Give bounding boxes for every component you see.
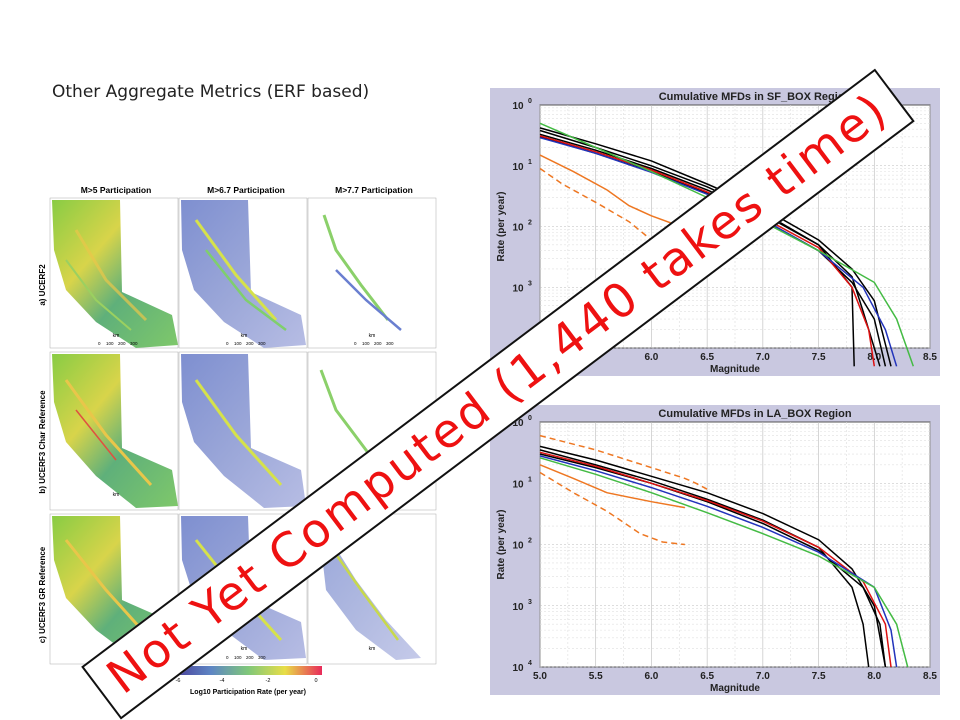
scalebar-km-label: km (113, 333, 120, 339)
svg-text:0: 0 (226, 341, 229, 346)
y-tick-exponent: 0 (528, 98, 532, 105)
scalebar-km-label: km (369, 646, 376, 652)
y-tick-exponent: 4 (528, 660, 532, 667)
svg-text:0: 0 (354, 341, 357, 346)
mfd-series-line (539, 445, 887, 668)
svg-text:200: 200 (246, 341, 254, 346)
chart-title: Cumulative MFDs in LA_BOX Region (658, 408, 851, 420)
svg-text:300: 300 (386, 341, 394, 346)
colorbar-tick: -4 (220, 678, 225, 684)
mfd-series-line (539, 455, 898, 668)
mfd-series-line (539, 449, 870, 668)
x-tick-label: 8.0 (867, 352, 881, 363)
x-tick-label: 6.5 (700, 671, 714, 682)
svg-text:200: 200 (246, 655, 254, 660)
svg-text:0: 0 (98, 341, 101, 346)
y-tick-label: 10 (512, 602, 524, 613)
y-tick-label: 10 (512, 162, 524, 173)
y-tick-label: 10 (512, 541, 524, 552)
x-tick-label: 7.5 (812, 352, 826, 363)
y-tick-label: 10 (512, 418, 524, 429)
map-row-label-ucerf2: a) UCERF2 (38, 264, 47, 306)
mfd-series-line (539, 434, 708, 490)
colorbar-tick: -2 (266, 678, 271, 684)
x-tick-label: 6.5 (700, 352, 714, 363)
map-char-m67 (178, 351, 308, 511)
mfd-series-line (539, 471, 685, 546)
y-tick-label: 10 (512, 101, 524, 112)
mfd-chart-la-box: Cumulative MFDs in LA_BOX Region 5.0 5.5 6.… (490, 405, 940, 695)
svg-text:300: 300 (258, 341, 266, 346)
x-tick-label: 7.0 (756, 352, 770, 363)
map-column-title-m5: M>5 Participation (81, 185, 152, 195)
map-column-title-m67: M>6.7 Participation (207, 185, 285, 195)
colorbar-label: Log10 Participation Rate (per year) (190, 689, 306, 696)
map-row-label-char: b) UCERF3 Char Reference (38, 390, 47, 494)
svg-text:300: 300 (258, 655, 266, 660)
slide-heading: Other Aggregate Metrics (ERF based) (52, 82, 370, 102)
x-tick-label: 5.5 (589, 671, 603, 682)
map-row-label-gr: c) UCERF3 GR Reference (38, 546, 47, 643)
colorbar-tick: -6 (176, 678, 181, 684)
map-column-title-m77: M>7.7 Participation (335, 185, 413, 195)
map-ucerf2-m67 (178, 197, 308, 349)
mfd-series-line (539, 167, 686, 259)
y-axis-label: Rate (per year) (496, 191, 507, 261)
mfd-series-line (539, 451, 892, 668)
x-tick-label: 5.0 (533, 671, 547, 682)
y-tick-label: 10 (512, 223, 524, 234)
x-tick-label: 8.0 (867, 671, 881, 682)
mfd-series-line (539, 464, 686, 509)
y-tick-exponent: 2 (528, 220, 532, 227)
mfd-series-line (539, 453, 887, 668)
svg-text:0: 0 (226, 655, 229, 660)
svg-text:100: 100 (234, 341, 242, 346)
scalebar-ticks: 0 100 200 300 0 100 200 300 0 100 200 30… (98, 341, 394, 660)
x-axis-label: Magnitude (710, 683, 760, 694)
x-tick-label: 8.5 (923, 671, 937, 682)
svg-text:100: 100 (362, 341, 370, 346)
x-tick-label: 7.0 (756, 671, 770, 682)
svg-text:200: 200 (374, 341, 382, 346)
x-tick-label: 6.0 (644, 352, 658, 363)
y-tick-exponent: 3 (528, 280, 532, 287)
map-ucerf2-m5 (49, 197, 179, 349)
y-tick-exponent: 1 (528, 476, 532, 483)
mfd-series-line (539, 457, 909, 668)
x-tick-label: 7.5 (812, 671, 826, 682)
x-tick-label: 6.0 (644, 671, 658, 682)
y-tick-label: 10 (512, 479, 524, 490)
svg-text:100: 100 (234, 655, 242, 660)
y-tick-exponent: 2 (528, 538, 532, 545)
scalebar-km-label: km (113, 492, 120, 498)
y-axis-label: Rate (per year) (496, 509, 507, 579)
svg-text:100: 100 (106, 341, 114, 346)
y-tick-exponent: 0 (528, 415, 532, 422)
map-char-m5 (49, 351, 179, 511)
svg-text:200: 200 (118, 341, 126, 346)
chart-title: Cumulative MFDs in SF_BOX Region (659, 91, 852, 103)
scalebar-km-label: km (241, 333, 248, 339)
map-ucerf2-m77 (307, 197, 437, 349)
colorbar (174, 666, 322, 675)
y-tick-exponent: 1 (528, 159, 532, 166)
y-tick-label: 10 (512, 283, 524, 294)
svg-text:300: 300 (130, 341, 138, 346)
mfd-chart-la-box-svg: Cumulative MFDs in LA_BOX Region 5.0 5.5 6.… (496, 408, 937, 694)
scalebar-km-label: km (241, 646, 248, 652)
scalebar-km-label: km (369, 333, 376, 339)
x-tick-label: 8.5 (923, 352, 937, 363)
x-axis-label: Magnitude (710, 364, 760, 375)
map-gr-m77 (307, 513, 437, 665)
y-tick-label: 10 (512, 663, 524, 674)
colorbar-tick: 0 (314, 678, 317, 684)
y-tick-exponent: 3 (528, 599, 532, 606)
